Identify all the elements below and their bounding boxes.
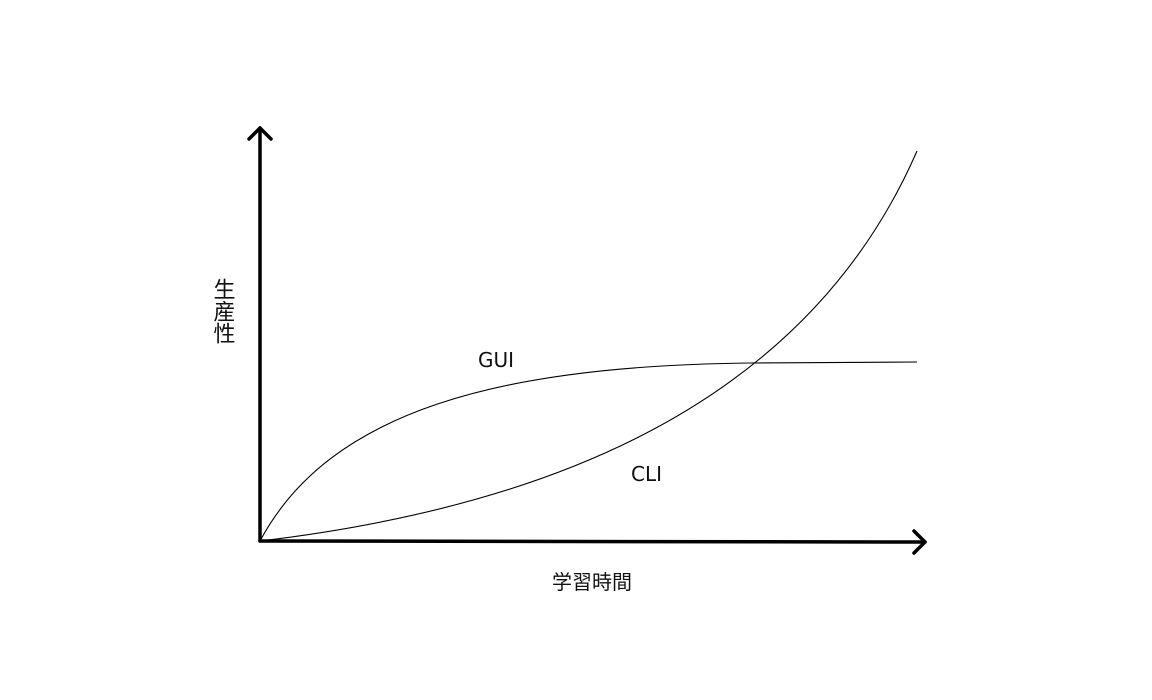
x-axis-label: 学習時間 — [552, 570, 632, 594]
y-axis-label: 生産性 — [210, 278, 236, 344]
cli-curve — [259, 150, 918, 542]
x-axis — [258, 539, 927, 544]
cli-curve-label: CLI — [631, 462, 662, 486]
gui-curve — [259, 361, 918, 542]
y-axis-arrowhead — [247, 126, 273, 141]
x-axis-arrowhead — [912, 529, 927, 555]
gui-curve-label: GUI — [478, 348, 514, 372]
